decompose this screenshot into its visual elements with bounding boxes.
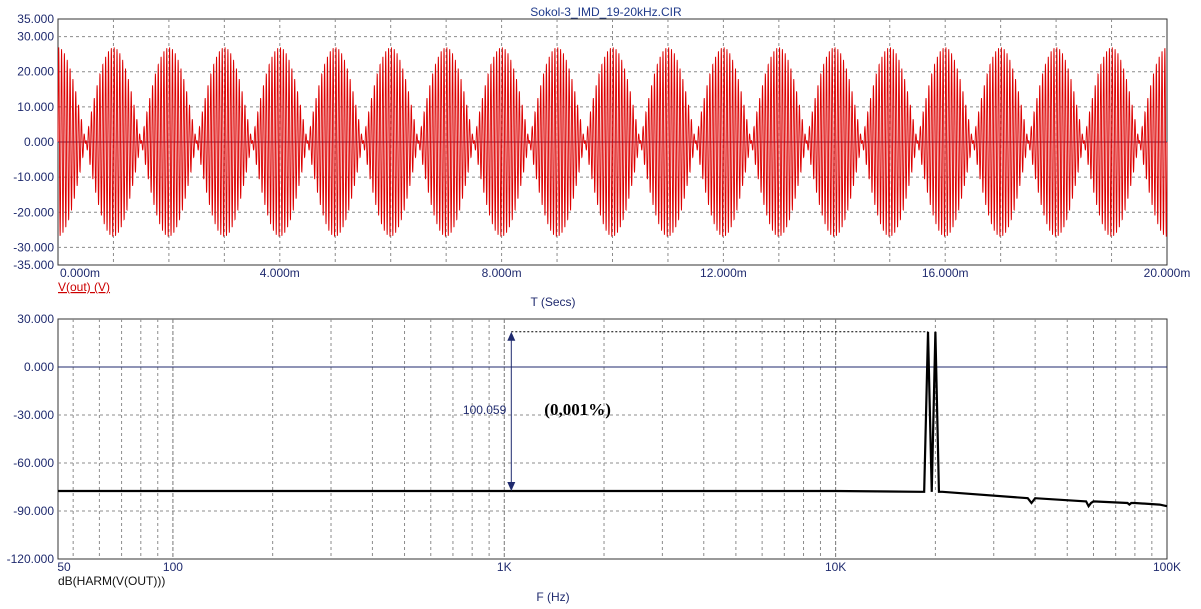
spectrum-y-tick-label: 30.000: [17, 312, 54, 326]
spectrum-x-tick-label: 100K: [1153, 560, 1181, 574]
waveform-series-line: [57, 47, 1168, 237]
spectrum-y-tick-label: -90.000: [13, 504, 54, 518]
waveform-x-tick-label: 16.000m: [922, 266, 969, 280]
waveform-y-tick-label: -30.000: [13, 240, 54, 254]
spectrum-x-tick-label: 50: [57, 560, 71, 574]
measure-arrow-head-down: [507, 482, 516, 491]
waveform-x-tick-label: 20.000m: [1144, 266, 1191, 280]
waveform-y-axis-label: V(out) (V): [58, 280, 110, 294]
waveform-y-tick-label: 20.000: [17, 65, 54, 79]
waveform-x-axis-label: T (Secs): [530, 295, 575, 309]
chart-title: Sokol-3_IMD_19-20kHz.CIR: [530, 5, 682, 19]
spectrum-y-tick-label: -120.000: [7, 552, 55, 566]
spectrum-plot-frame: [57, 318, 1168, 560]
waveform-y-tick-label: -10.000: [13, 170, 54, 184]
waveform-x-tick-label: 4.000m: [260, 266, 300, 280]
spectrum-x-tick-label: 1K: [497, 560, 512, 574]
measure-arrow-head-up: [507, 331, 516, 341]
waveform-x-tick-label: 12.000m: [700, 266, 747, 280]
waveform-y-tick-label: 35.000: [17, 12, 54, 26]
spectrum-panel: 30.000 0.000 -30.000 -60.000 -90.000 -120.000…: [7, 312, 1181, 604]
waveform-y-tick-label: 0.000: [24, 135, 54, 149]
waveform-y-tick-label: 30.000: [17, 30, 54, 44]
waveform-x-tick-label: 8.000m: [482, 266, 522, 280]
spectrum-series-line: [58, 331, 1168, 509]
spectrum-x-tick-label: 10K: [825, 560, 846, 574]
spectrum-y-tick-label: -60.000: [13, 456, 54, 470]
waveform-y-tick-label: 10.000: [17, 100, 54, 114]
spectrum-y-tick-label: 0.000: [24, 360, 54, 374]
spectrum-y-tick-label: -30.000: [13, 408, 54, 422]
measure-percent-note: (0,001%): [544, 400, 611, 419]
measure-value-label: 100.059: [463, 403, 507, 417]
waveform-panel: 35.000 30.000 20.000 10.000 0.000 -10.000 -20.…: [13, 12, 1190, 309]
spectrum-x-axis-label: F (Hz): [536, 590, 569, 604]
waveform-x-tick-label: 0.000m: [60, 266, 100, 280]
waveform-y-tick-label: -20.000: [13, 205, 54, 219]
spectrum-x-tick-label: 100: [163, 560, 183, 574]
waveform-y-tick-label: -35.000: [13, 258, 54, 272]
spectrum-y-axis-label: dB(HARM(V(OUT))): [58, 574, 165, 588]
